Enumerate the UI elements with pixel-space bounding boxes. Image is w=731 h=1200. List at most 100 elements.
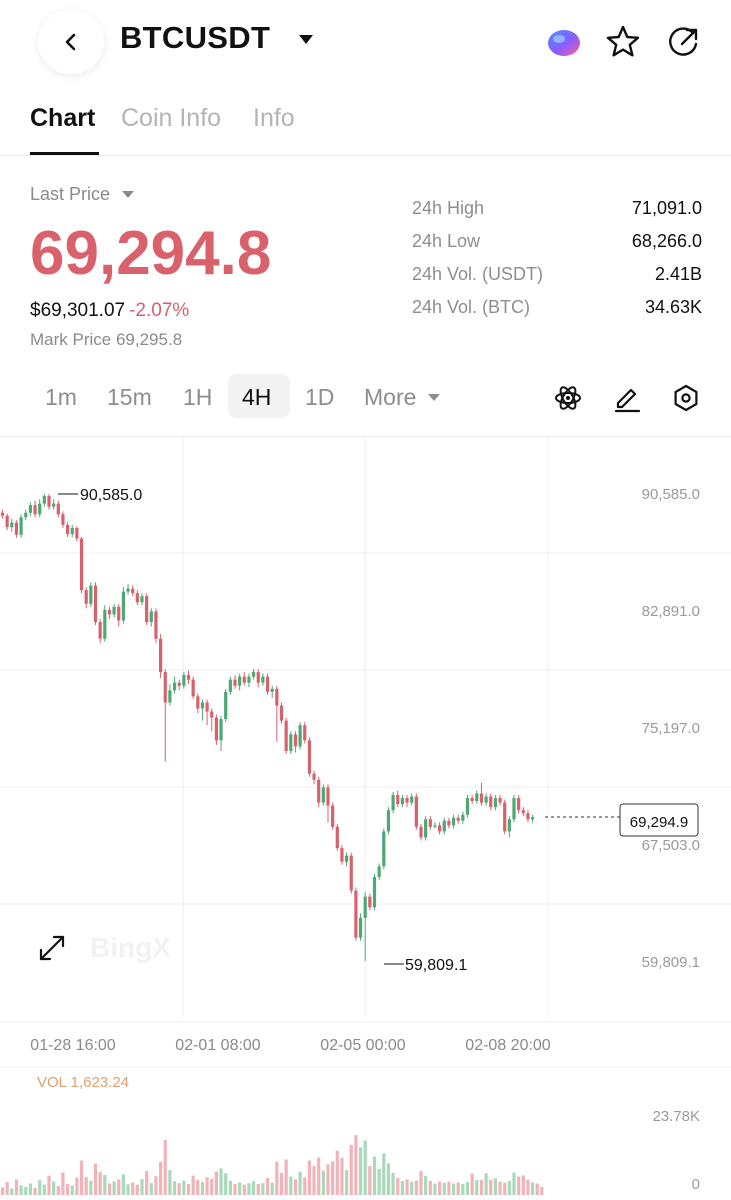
volume-max-label: 23.78K — [652, 1108, 700, 1125]
interval-15m[interactable]: 15m — [107, 384, 152, 410]
candle-body — [191, 679, 195, 697]
candle-body — [89, 585, 93, 604]
candle-body — [279, 705, 284, 721]
low-label: 59,809.1 — [405, 957, 467, 974]
interval-bar: 1m 15m 1H 4H 1D More — [0, 372, 731, 424]
candle — [233, 675, 237, 689]
candle — [433, 822, 437, 829]
candle — [177, 679, 181, 691]
candle — [265, 673, 270, 695]
volume-bar — [279, 1172, 284, 1195]
candle-body — [410, 796, 414, 803]
volume-bar — [219, 1168, 223, 1195]
candle-body — [438, 825, 442, 832]
candle-body — [503, 802, 507, 832]
interval-1h[interactable]: 1H — [183, 384, 213, 410]
tab-active-indicator — [30, 152, 99, 155]
volume-bar — [326, 1164, 330, 1195]
interval-1m[interactable]: 1m — [45, 384, 77, 410]
y-tick: 59,809.1 — [642, 954, 700, 971]
volume-bar — [172, 1181, 177, 1195]
candle-body — [121, 591, 125, 621]
last-price-selector[interactable]: Last Price — [30, 184, 135, 205]
candle — [484, 793, 488, 806]
candle — [200, 699, 205, 721]
volume-label-name: VOL — [37, 1074, 67, 1091]
interval-4h[interactable]: 4H — [242, 384, 272, 410]
candle-body — [0, 512, 5, 516]
expand-icon[interactable] — [39, 935, 65, 961]
chart-area: BingX 90,585.0 82,891.0 75,197.0 67,503.… — [0, 436, 731, 1200]
volume-bar — [210, 1178, 214, 1195]
current-price-label: 69,294.9 — [630, 814, 688, 831]
candle-body — [433, 825, 437, 827]
candle-body — [28, 505, 32, 513]
candle-body — [242, 676, 246, 683]
volume-bar — [28, 1183, 32, 1195]
candle-body — [303, 725, 307, 741]
back-button[interactable] — [38, 10, 104, 74]
volume-bar — [256, 1183, 260, 1195]
caret-down-icon — [122, 190, 135, 198]
candle-body — [345, 855, 349, 862]
candle — [5, 513, 9, 531]
volume-bar — [419, 1170, 423, 1195]
candle-body — [145, 596, 149, 622]
candle-body — [396, 794, 400, 805]
candle — [424, 816, 428, 841]
candle-body — [117, 606, 121, 621]
candle — [247, 673, 251, 688]
candle — [340, 845, 344, 865]
caret-down-icon[interactable] — [298, 34, 314, 46]
candle-body — [484, 796, 488, 803]
candle-body — [252, 672, 256, 677]
y-tick: 75,197.0 — [642, 720, 700, 737]
candle — [442, 817, 446, 835]
volume-bar — [270, 1182, 274, 1195]
share-icon[interactable] — [663, 22, 703, 62]
pencil-draw-icon[interactable] — [611, 382, 643, 414]
candle-body — [93, 585, 98, 622]
candle-body — [247, 676, 251, 683]
candle — [358, 913, 363, 941]
volume-bar — [265, 1177, 270, 1195]
top-tabs: Chart Coin Info Info — [0, 96, 731, 156]
candle-body — [275, 688, 279, 706]
candle — [28, 502, 32, 516]
volume-bar — [89, 1180, 93, 1195]
volume-bar — [275, 1161, 279, 1195]
atom-indicator-icon[interactable] — [552, 382, 584, 414]
ai-orb-icon[interactable] — [544, 22, 584, 62]
interval-1d[interactable]: 1D — [305, 384, 335, 410]
volume-bar — [512, 1172, 516, 1195]
current-price-marker: 69,294.9 — [545, 803, 699, 837]
tab-info[interactable]: Info — [253, 104, 295, 132]
candle — [84, 587, 88, 609]
volume-bar — [14, 1179, 19, 1195]
star-icon[interactable] — [603, 22, 643, 62]
candle — [531, 814, 535, 823]
hexagon-settings-icon[interactable] — [670, 382, 702, 414]
candle — [372, 873, 377, 911]
volume-bar — [75, 1177, 79, 1195]
candlestick-chart[interactable]: BingX 90,585.0 82,891.0 75,197.0 67,503.… — [0, 437, 731, 1200]
volume-bar — [405, 1179, 409, 1195]
volume-bar — [424, 1175, 428, 1195]
candle — [461, 811, 465, 824]
candle-body — [400, 798, 404, 805]
candle-body — [419, 826, 423, 838]
tab-coin-info[interactable]: Coin Info — [121, 104, 222, 132]
volume-bar — [5, 1182, 9, 1195]
interval-more-dropdown[interactable]: More — [364, 384, 441, 411]
tab-chart[interactable]: Chart — [30, 104, 96, 132]
symbol-title[interactable]: BTCUSDT — [120, 20, 271, 55]
candle — [451, 814, 456, 829]
candle-body — [224, 691, 228, 720]
y-tick: 67,503.0 — [642, 837, 700, 854]
volume-bar — [140, 1179, 144, 1195]
volume-bar — [121, 1174, 125, 1195]
candle — [331, 802, 335, 830]
candle-body — [33, 505, 37, 515]
candle — [191, 676, 195, 700]
volume-bar — [24, 1186, 28, 1195]
